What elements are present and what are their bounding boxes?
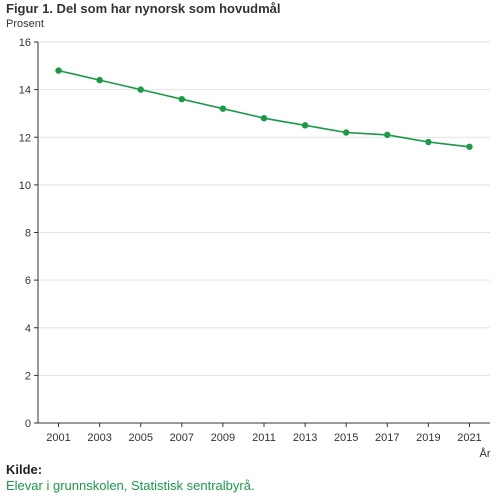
x-tick-label: 2007 [170,432,194,444]
y-tick-label: 4 [25,323,31,335]
data-point [301,122,309,129]
data-point [96,76,103,84]
data-point [55,67,62,74]
x-tick-label: 2005 [128,432,152,444]
chart-title: Figur 1. Del som har nynorsk som hovudmå… [6,1,281,16]
data-point [466,143,473,150]
x-tick-label: 2003 [87,432,111,444]
y-tick-label: 2 [25,370,31,382]
y-tick-label: 12 [19,132,31,144]
data-point [384,131,391,139]
y-axis-label: Prosent [6,18,44,30]
data-point [260,115,268,122]
x-tick-label: 2001 [46,432,70,444]
data-point [219,105,227,112]
source-text: Elevar i grunnskolen, Statistisk sentral… [6,478,255,493]
x-tick-label: 2013 [293,432,317,444]
series-line [58,69,470,148]
y-tick-label: 6 [25,275,31,287]
source-block: Kilde: Elevar i grunnskolen, Statistisk … [6,462,255,493]
x-tick-label: 2009 [211,432,235,444]
x-axis-label: År [480,447,491,460]
data-point [425,138,432,146]
y-tick-label: 14 [19,85,31,97]
data-point [178,95,186,103]
y-tick-label: 8 [25,228,31,240]
data-point [342,129,350,136]
x-tick-label: 2015 [334,432,358,444]
tick-labels: 0 2 4 6 8 10 12 14 16 2001 2003 2005 2007 2009 2011 201… [19,37,491,460]
axes [34,41,490,427]
x-tick-label: 2017 [375,432,399,444]
x-tick-label: 2021 [457,432,481,444]
y-tick-label: 0 [25,418,31,430]
y-tick-label: 10 [19,180,31,192]
source-heading: Kilde: [6,462,43,477]
data-point [137,86,144,93]
gridlines [38,41,490,376]
series [55,67,473,150]
y-tick-label: 16 [19,37,31,49]
x-tick-label: 2019 [416,432,440,444]
x-tick-label: 2011 [252,432,276,444]
